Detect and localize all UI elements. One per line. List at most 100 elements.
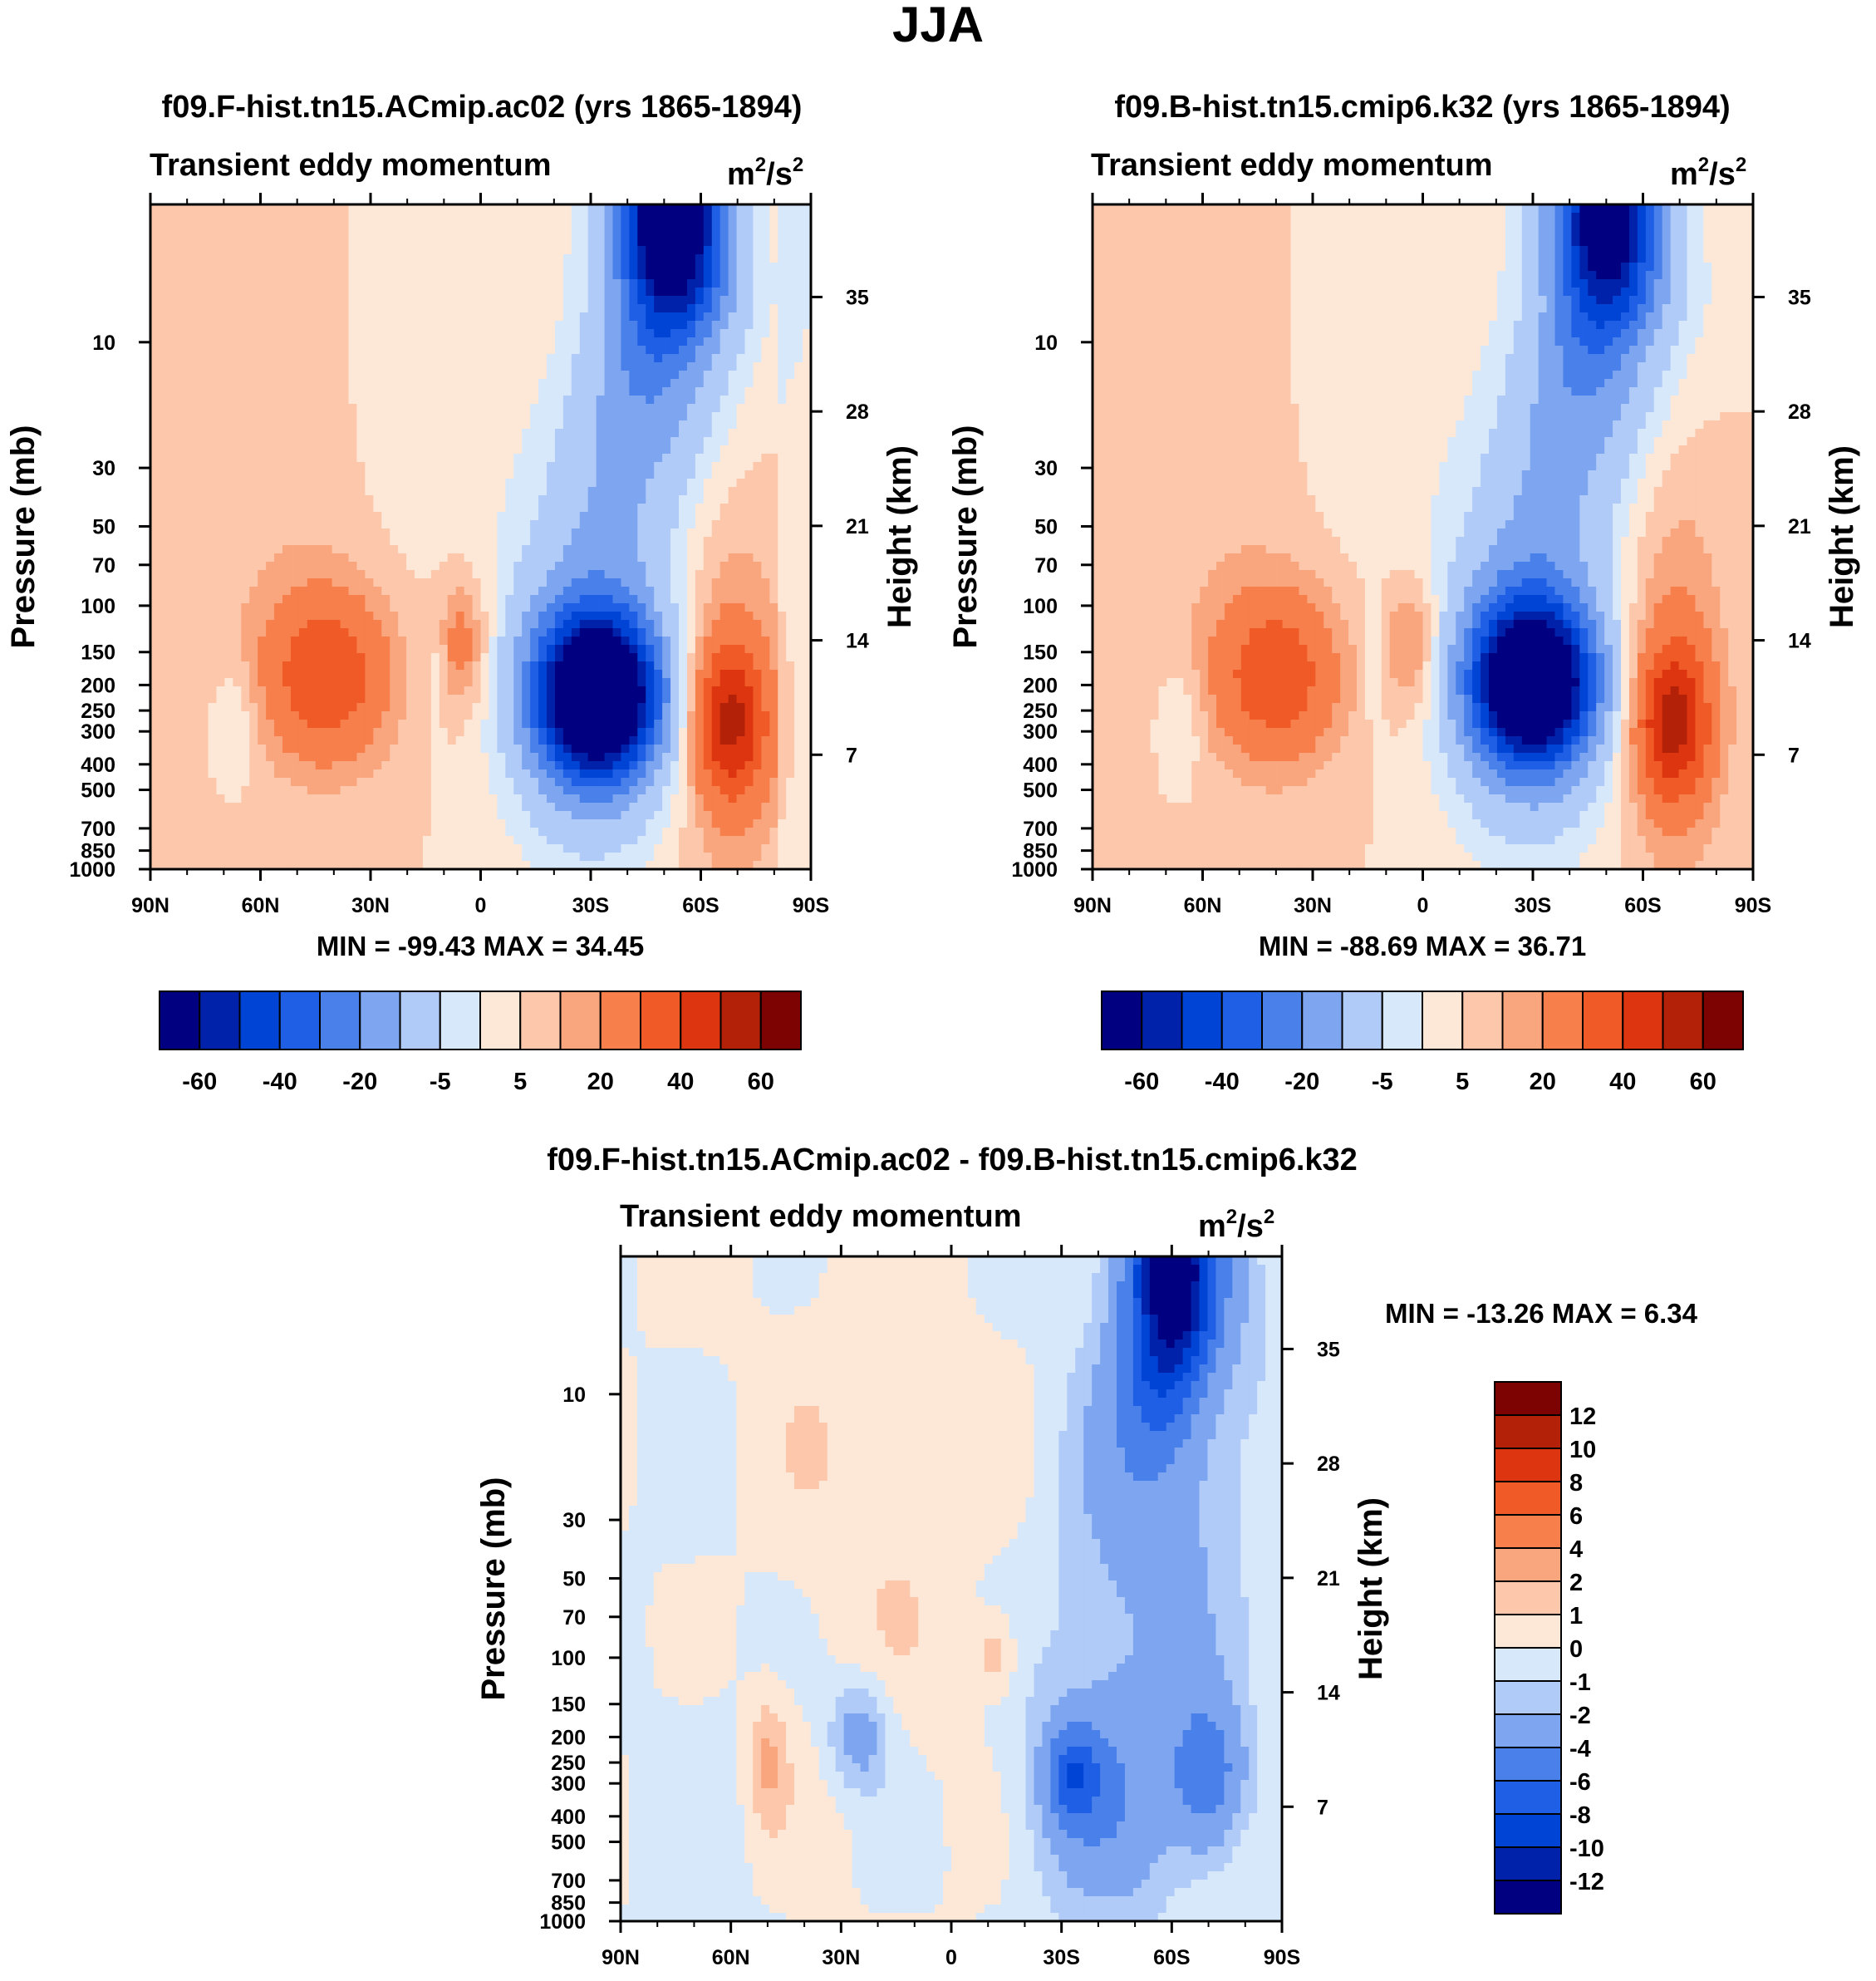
heatmap-cell <box>415 362 424 371</box>
heatmap-cell <box>505 578 514 587</box>
heatmap-cell <box>596 404 606 413</box>
heatmap-cell <box>480 587 490 596</box>
heatmap-cell <box>562 686 572 696</box>
heatmap-cell <box>786 362 795 371</box>
heatmap-cell <box>191 612 201 621</box>
heatmap-cell <box>637 271 646 280</box>
heatmap-cell <box>455 437 465 446</box>
heatmap-cell <box>150 429 160 438</box>
heatmap-cell <box>711 229 721 238</box>
heatmap-cell <box>497 429 506 438</box>
heatmap-cell <box>422 620 432 629</box>
heatmap-cell <box>596 520 606 529</box>
heatmap-cell <box>208 229 218 238</box>
heatmap-cell <box>621 537 630 546</box>
heatmap-cell <box>307 512 317 521</box>
heatmap-cell <box>398 587 407 596</box>
heatmap-cell <box>571 379 581 388</box>
heatmap-cell <box>174 379 184 388</box>
heatmap-cell <box>208 346 218 355</box>
heatmap-cell <box>695 703 705 712</box>
heatmap-cell <box>340 620 350 629</box>
heatmap-cell <box>728 578 738 587</box>
heatmap-cell <box>480 653 490 662</box>
heatmap-cell <box>447 695 457 704</box>
heatmap-cell <box>331 362 341 371</box>
heatmap-cell <box>571 346 581 355</box>
heatmap-cell <box>430 695 440 704</box>
heatmap-cell <box>686 479 696 488</box>
heatmap-cell <box>348 454 358 463</box>
heatmap-cell <box>679 603 688 612</box>
heatmap-cell <box>191 678 201 687</box>
heatmap-cell <box>290 263 300 272</box>
heatmap-cell <box>415 337 424 347</box>
heatmap-cell <box>522 371 531 380</box>
heatmap-cell <box>249 553 258 563</box>
heatmap-cell <box>415 404 424 413</box>
heatmap-cell <box>290 379 300 388</box>
heatmap-cell <box>406 645 415 654</box>
heatmap-cell <box>274 462 283 471</box>
heatmap-cell <box>736 346 746 355</box>
heatmap-cell <box>430 304 440 313</box>
heatmap-cell <box>381 362 390 371</box>
heatmap-cell <box>637 612 646 621</box>
heatmap-cell <box>728 537 738 546</box>
heatmap-cell <box>621 670 630 679</box>
heatmap-cell <box>571 470 581 479</box>
heatmap-cell <box>761 412 770 421</box>
heatmap-cell <box>711 329 721 338</box>
heatmap-cell <box>331 254 341 263</box>
heatmap-cell <box>744 329 754 338</box>
heatmap-cell <box>753 412 762 421</box>
heatmap-cell <box>711 537 721 546</box>
heatmap-cell <box>547 454 556 463</box>
heatmap-cell <box>679 462 688 471</box>
heatmap-cell <box>241 229 250 238</box>
heatmap-cell <box>406 362 415 371</box>
heatmap-cell <box>530 637 539 646</box>
heatmap-cell <box>612 321 622 330</box>
heatmap-cell <box>654 595 663 604</box>
heatmap-cell <box>373 204 382 214</box>
heatmap-cell <box>604 512 614 521</box>
heatmap-cell <box>150 686 160 696</box>
heatmap-cell <box>505 570 514 579</box>
heatmap-cell <box>554 645 564 654</box>
heatmap-cell <box>439 578 449 587</box>
heatmap-cell <box>753 504 762 513</box>
heatmap-cell <box>381 213 390 222</box>
heatmap-cell <box>307 221 317 230</box>
heatmap-cell <box>579 595 589 604</box>
heatmap-cell <box>579 229 589 238</box>
heatmap-cell <box>348 479 358 488</box>
heatmap-cell <box>803 246 812 255</box>
heatmap-cell <box>356 420 366 430</box>
heatmap-cell <box>174 587 184 596</box>
heatmap-cell <box>604 520 614 529</box>
heatmap-cell <box>736 337 746 347</box>
heatmap-cell <box>274 637 283 646</box>
heatmap-cell <box>538 553 548 563</box>
heatmap-cell <box>183 371 193 380</box>
heatmap-cell <box>216 454 226 463</box>
heatmap-cell <box>464 512 474 521</box>
heatmap-cell <box>489 512 498 521</box>
heatmap-cell <box>587 686 597 696</box>
heatmap-cell <box>307 703 317 712</box>
heatmap-cell <box>530 246 539 255</box>
heatmap-cell <box>266 661 275 671</box>
heatmap-cell <box>381 670 390 679</box>
heatmap-cell <box>191 620 201 629</box>
heatmap-cell <box>670 462 680 471</box>
heatmap-cell <box>646 396 655 405</box>
heatmap-cell <box>472 520 482 529</box>
heatmap-cell <box>174 661 184 671</box>
heatmap-cell <box>670 512 680 521</box>
heatmap-cell <box>241 670 250 679</box>
heatmap-cell <box>258 346 267 355</box>
heatmap-cell <box>439 470 449 479</box>
heatmap-cell <box>472 254 482 263</box>
heatmap-cell <box>786 271 795 280</box>
